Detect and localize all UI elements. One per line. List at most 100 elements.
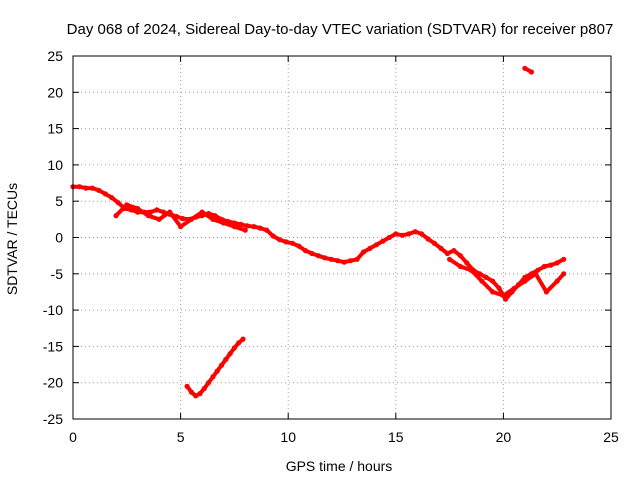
data-point <box>438 245 444 251</box>
data-point <box>393 231 399 237</box>
data-point <box>500 293 506 299</box>
data-point <box>490 278 496 284</box>
x-tick-label: 5 <box>177 429 185 445</box>
data-point <box>193 393 199 399</box>
x-tick-label: 20 <box>496 429 512 445</box>
series-outlier <box>522 65 535 75</box>
data-point <box>145 213 151 219</box>
data-point <box>244 223 250 229</box>
data-point <box>201 385 207 392</box>
y-tick-label: -10 <box>43 302 63 318</box>
y-tick-label: 10 <box>47 157 63 173</box>
x-tick-label: 0 <box>69 429 77 445</box>
data-point <box>188 389 194 395</box>
data-point <box>113 213 119 219</box>
y-tick-label: 25 <box>47 48 63 64</box>
plot-frame <box>72 55 612 420</box>
y-tick-label: -15 <box>43 338 63 354</box>
data-point <box>218 362 225 368</box>
series-low-arc <box>184 336 246 399</box>
data-point <box>270 233 276 239</box>
data-point <box>109 195 115 201</box>
series-main-arc <box>70 184 567 302</box>
data-point <box>322 255 328 261</box>
data-point <box>528 69 535 75</box>
data-point <box>231 224 237 230</box>
x-axis-label: GPS time / hours <box>286 458 393 474</box>
data-point <box>156 216 162 222</box>
data-point <box>231 345 237 351</box>
data-point <box>328 256 334 262</box>
series-line <box>71 184 566 302</box>
data-point <box>214 368 220 374</box>
y-tick-label: 15 <box>47 121 63 137</box>
data-point <box>406 231 412 237</box>
y-tick-label: 5 <box>55 193 63 209</box>
data-point <box>154 207 160 213</box>
data-point <box>360 249 367 255</box>
data-point <box>468 267 474 273</box>
data-point <box>257 225 263 231</box>
data-point <box>264 227 270 233</box>
data-point <box>335 258 341 264</box>
data-point <box>386 234 392 241</box>
data-point <box>289 240 296 246</box>
data-point <box>240 336 246 342</box>
data-point <box>447 256 453 262</box>
data-series <box>70 65 567 399</box>
data-point <box>124 202 130 208</box>
data-point <box>522 278 528 284</box>
data-point <box>115 200 121 206</box>
data-point <box>309 250 315 257</box>
data-point <box>277 237 283 243</box>
y-tick-label: 0 <box>55 230 63 246</box>
data-point <box>178 224 184 230</box>
data-point <box>419 231 425 237</box>
data-point <box>561 256 567 262</box>
data-point <box>315 253 321 259</box>
data-point <box>533 271 539 277</box>
data-point <box>380 238 386 244</box>
data-point <box>373 242 379 248</box>
data-point <box>554 278 560 284</box>
data-point <box>554 260 560 266</box>
data-point <box>348 258 354 264</box>
data-point <box>221 220 227 226</box>
data-point <box>283 239 289 245</box>
data-point <box>135 205 141 212</box>
data-point <box>188 216 194 222</box>
chart-title: Day 068 of 2024, Sidereal Day-to-day VTE… <box>67 21 614 38</box>
y-tick-label: 20 <box>47 84 63 100</box>
data-point <box>543 289 550 295</box>
y-axis-label: SDTVAR / TECUs <box>4 183 20 295</box>
data-point <box>210 216 216 222</box>
data-point <box>511 285 517 291</box>
data-point <box>242 227 248 233</box>
data-point <box>251 224 257 230</box>
data-point <box>206 380 212 386</box>
data-point <box>490 289 496 295</box>
data-point <box>431 240 438 246</box>
data-point <box>541 263 547 270</box>
data-point <box>302 248 308 254</box>
data-point <box>227 351 233 357</box>
data-point <box>89 185 95 191</box>
data-point <box>367 245 373 251</box>
axis-ticks: 0 5 10 15 20 25 -25 -20 -15 -10 -5 0 5 10 15 20 25 <box>43 48 619 445</box>
data-point <box>425 236 431 242</box>
data-point <box>238 221 244 227</box>
data-point <box>236 340 242 346</box>
data-point <box>102 191 108 197</box>
data-point <box>457 253 463 259</box>
x-tick-label: 10 <box>280 429 296 445</box>
data-point <box>444 250 450 257</box>
data-point <box>354 256 360 262</box>
data-point <box>184 383 190 389</box>
data-point <box>76 184 83 190</box>
data-point <box>479 278 485 284</box>
y-tick-label: -20 <box>43 375 63 391</box>
data-point <box>223 356 229 363</box>
data-point <box>548 262 554 268</box>
data-point <box>296 243 302 249</box>
